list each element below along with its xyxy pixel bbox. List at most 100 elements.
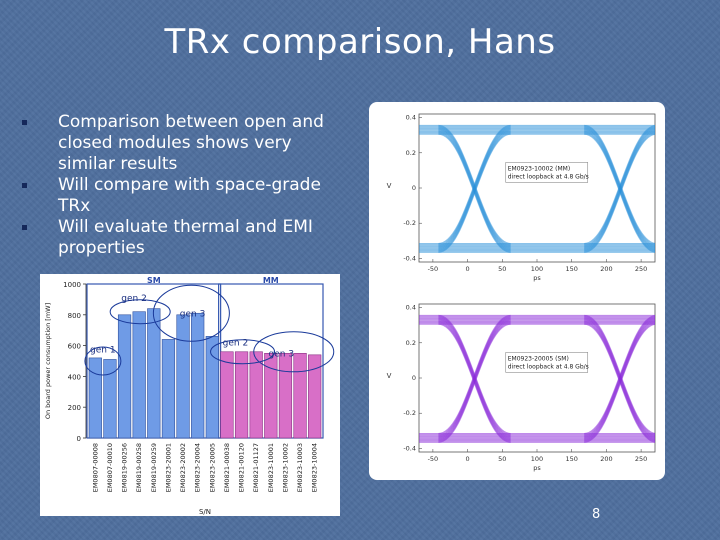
y-tick-label: 200 [68,404,81,412]
x-tick-label: EM0823-20001 [164,443,172,492]
bar [308,354,322,439]
bullet-square-icon [22,183,27,188]
generation-label: gen 1 [90,346,116,356]
y-tick-label: 0 [412,184,416,192]
generation-label: gen 3 [180,309,206,319]
x-tick-label: EM0823-20002 [179,443,187,492]
x-tick-label: 150 [565,265,577,273]
bar [293,353,307,439]
x-tick-label: 0 [466,265,470,273]
y-tick-label: 0.4 [406,114,416,122]
bar [117,314,132,439]
y-tick-label: 0.2 [406,149,416,157]
annotation-text: EM0923-10002 (MM) [508,165,570,172]
x-tick-label: EM0823-10004 [311,443,319,492]
generation-ellipse [210,339,276,365]
bar [264,353,278,439]
eye-trace [584,315,655,435]
eye-diagram-panel: -50 0 50 100 150 200 250 -0.4 -0.2 0 0.2 0.4 ps V EM09… [369,102,665,480]
bullet-text: Comparison between open and closed modul… [58,112,324,174]
y-tick-label: 0 [412,374,416,382]
bullet-square-icon [22,120,27,125]
x-axis-label: ps [533,464,541,472]
x-tick-label: EM0819-00256 [121,443,129,492]
x-tick-label: EM0819-00258 [135,443,143,492]
group-label: MM [263,276,279,285]
y-tick-label: 0 [77,435,81,443]
x-tick-label: 0 [466,455,470,463]
x-tick-label: 50 [498,265,506,273]
x-tick-label: EM0821-01127 [252,443,260,492]
eye-diagram-svg: -50 0 50 100 150 200 250 -0.4 -0.2 0 0.2 0.4 ps V EM09… [387,113,656,472]
y-axis-label: V [387,372,392,380]
annotation-text: direct loopback at 4.8 Gb/s [508,363,589,370]
bar [278,353,293,439]
annotation-text: direct loopback at 4.8 Gb/s [508,173,589,180]
annotation-text: EM0923-20005 (SM) [508,355,569,362]
plot-frame [418,303,656,453]
eye-traces [419,314,655,443]
x-tick-label: EM0823-20005 [208,443,216,492]
x-tick-label: 150 [565,455,577,463]
x-tick-label: EM0819-00259 [150,443,158,492]
plot-frame [418,113,656,263]
bullet-text: Will evaluate thermal and EMI properties [58,217,313,258]
y-tick-label: -0.2 [403,219,416,227]
bar [147,308,161,439]
y-axis-label: V [387,182,392,190]
annotation-box [505,162,589,183]
x-tick-label: 200 [600,455,612,463]
bar [161,339,176,439]
bar [176,314,190,439]
generation-label: gen 2 [121,294,147,304]
bar [205,336,219,439]
bar [88,357,102,439]
x-tick-label: 100 [531,265,543,273]
bar [234,351,249,439]
bar [132,311,146,439]
y-tick-label: 800 [68,312,81,320]
bar [191,312,205,439]
bullet-item: Comparison between open and closed modul… [18,112,353,175]
x-tick-label: -50 [428,455,439,463]
x-tick-label: EM0821-00038 [223,443,231,492]
group-label: SM [147,276,161,285]
bullet-item: Will evaluate thermal and EMI properties [18,217,353,259]
eye-trace [584,125,655,245]
x-tick-label: 250 [635,455,647,463]
generation-ellipse [109,299,171,325]
eye-diagram-mm: -50 0 50 100 150 200 250 -0.4 -0.2 0 0.2 0.4 ps V EM09… [387,113,656,282]
bar [249,351,263,439]
generation-label: gen 3 [269,349,295,359]
page-number: 8 [592,507,601,522]
bullet-square-icon [22,225,27,230]
annotation-box [505,352,589,373]
x-tick-label: 200 [600,265,612,273]
y-tick-label: 0.4 [406,304,416,312]
eye-trace [438,314,511,435]
x-tick-label: EM0823-10001 [267,443,275,492]
generation-label: gen 2 [223,339,249,349]
y-tick-label: -0.2 [403,409,416,417]
x-tick-label: EM0823-10002 [281,443,289,492]
x-axis-label: ps [533,274,541,282]
x-tick-label: EM0821-00120 [238,443,246,492]
y-tick-label: 600 [68,343,81,351]
y-tick-label: 0.2 [406,339,416,347]
generation-ellipse [84,346,122,376]
x-tick-label: EM0823-20004 [194,443,202,492]
x-tick-label: 50 [498,455,506,463]
power-bar-chart: SM MM 0 200 400 600 800 1000 On board power cons… [40,274,340,516]
x-tick-label: 100 [531,455,543,463]
x-tick-label: -50 [428,265,439,273]
eye-traces [419,124,655,253]
bullet-item: Will compare with space-grade TRx [18,175,353,217]
x-axis-label: S/N [199,508,211,516]
bar [103,359,117,439]
generation-ellipse [253,331,335,373]
generation-ellipse [152,284,230,342]
eye-trace [438,124,511,245]
bullet-list: Comparison between open and closed modul… [18,112,353,259]
y-tick-label: 1000 [63,281,81,289]
y-tick-label: -0.4 [403,254,416,262]
